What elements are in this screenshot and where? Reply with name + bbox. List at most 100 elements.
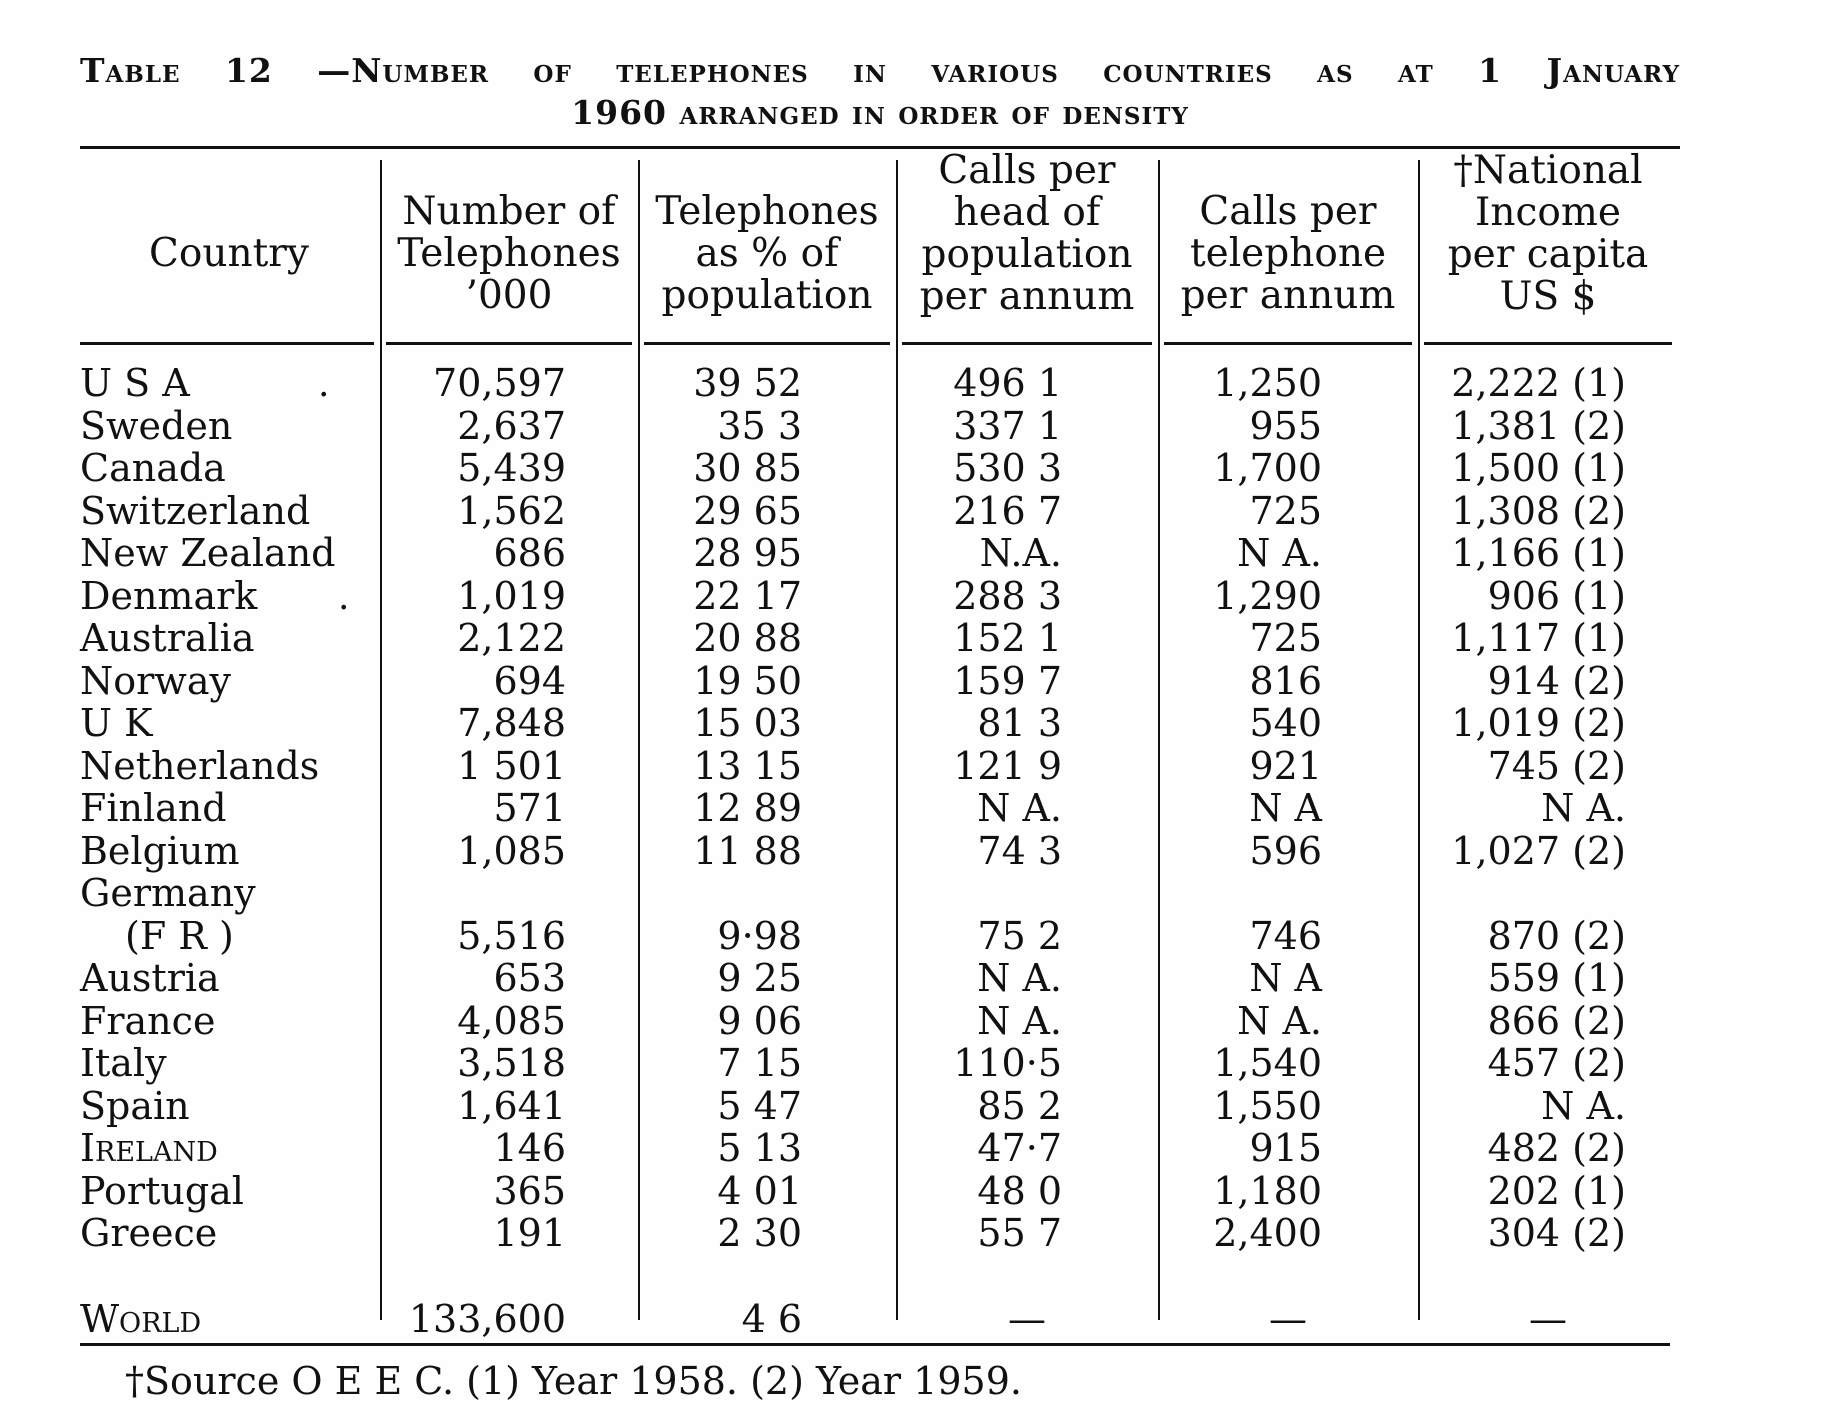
telephones-cell: 694 xyxy=(493,658,566,703)
leader-dot: . xyxy=(318,364,330,405)
calls-tel-cell: 955 xyxy=(1249,403,1322,448)
telephones-cell: 1 501 xyxy=(457,743,566,788)
pct-cell: 7 15 xyxy=(717,1041,802,1085)
top-rule xyxy=(80,146,1680,149)
caption-line-2: 1960 arranged in order of density xyxy=(571,93,1189,132)
calls-head-cell: N A. xyxy=(977,786,1062,830)
calls-head-cell: 85 2 xyxy=(977,1083,1062,1128)
calls-head-cell: N A. xyxy=(977,998,1062,1043)
calls-head-cell: N A. xyxy=(977,956,1062,1000)
telephones-cell: 3,518 xyxy=(457,1041,566,1085)
bottom-rule xyxy=(80,1343,1670,1346)
calls-head-cell: 48 0 xyxy=(977,1168,1062,1213)
calls-head-cell: 81 3 xyxy=(977,701,1062,745)
income-cell: 559 (1) xyxy=(1487,956,1626,1000)
calls-tel-cell: 1,250 xyxy=(1213,361,1322,405)
pct-cell: 9 25 xyxy=(717,956,802,1000)
column-header-line: per capita xyxy=(1447,232,1649,277)
country-cell: World xyxy=(80,1297,202,1341)
telephones-cell: 1,019 xyxy=(457,573,566,618)
pct-cell: 9 06 xyxy=(717,998,802,1043)
pct-cell: 35 3 xyxy=(717,403,802,448)
telephones-cell: 133,600 xyxy=(408,1297,566,1341)
telephones-cell: 1,085 xyxy=(457,828,566,873)
calls-tel-cell: 2,400 xyxy=(1213,1211,1322,1255)
column-header-line: population xyxy=(661,273,873,318)
calls-tel-cell: N A xyxy=(1249,956,1322,1000)
telephones-cell: 653 xyxy=(493,956,566,1000)
column-header-line: †National xyxy=(1453,148,1643,193)
pct-cell: 20 88 xyxy=(693,616,802,660)
telephones-cell: 5,516 xyxy=(457,913,566,958)
calls-tel-cell: 746 xyxy=(1249,913,1322,958)
income-cell: 906 (1) xyxy=(1487,573,1626,618)
telephones-cell: 146 xyxy=(493,1126,566,1170)
column-header-line: Country xyxy=(149,231,309,276)
column-header-line: per annum xyxy=(1180,273,1396,318)
calls-tel-cell: 921 xyxy=(1249,743,1322,788)
calls-tel-cell: 540 xyxy=(1249,701,1322,745)
pct-cell: 13 15 xyxy=(693,743,802,788)
income-cell: 1,027 (2) xyxy=(1451,828,1626,873)
column-header-line: Number of xyxy=(402,189,616,234)
column-header-line: Telephones xyxy=(655,189,879,234)
telephones-cell: 4,085 xyxy=(457,998,566,1043)
country-cell: Finland xyxy=(80,786,227,830)
income-cell: 1,117 (1) xyxy=(1451,616,1626,660)
income-cell: 1,381 (2) xyxy=(1451,403,1626,448)
calls-tel-cell: 816 xyxy=(1249,658,1322,703)
telephones-cell: 1,562 xyxy=(457,488,566,533)
pct-cell: 11 88 xyxy=(693,828,802,873)
pct-cell: 28 95 xyxy=(693,531,802,575)
country-cell: U K xyxy=(80,701,153,745)
pct-cell: 5 13 xyxy=(717,1126,802,1170)
pct-cell: 9·98 xyxy=(717,913,802,958)
pct-cell: 39 52 xyxy=(693,361,802,405)
income-cell: 1,308 (2) xyxy=(1451,488,1626,533)
country-cell: Italy xyxy=(80,1041,167,1085)
calls-tel-cell: 725 xyxy=(1249,616,1322,660)
income-cell: 1,019 (2) xyxy=(1451,701,1626,745)
calls-tel-cell: 1,550 xyxy=(1213,1083,1322,1128)
column-divider xyxy=(638,160,640,1320)
column-header: †National Income per capita US $ xyxy=(1420,150,1676,318)
calls-tel-cell: 596 xyxy=(1249,828,1322,873)
caption-line-1: Table 12 —Number of telephones in variou… xyxy=(80,51,1680,90)
column-header-line: per annum xyxy=(919,274,1135,319)
telephones-cell: 1,641 xyxy=(457,1083,566,1128)
income-cell: 457 (2) xyxy=(1487,1041,1626,1085)
country-cell: New Zealand xyxy=(80,531,336,575)
country-cell: France xyxy=(80,998,216,1043)
income-cell: 482 (2) xyxy=(1487,1126,1626,1170)
column-header-line: telephone xyxy=(1189,231,1387,276)
pct-cell: 4 6 xyxy=(741,1297,802,1341)
country-cell: Greece xyxy=(80,1211,218,1255)
calls-tel-cell: 1,180 xyxy=(1213,1168,1322,1213)
pct-cell: 15 03 xyxy=(693,701,802,745)
pct-cell: 2 30 xyxy=(717,1211,802,1255)
column-header-line: Income xyxy=(1475,190,1621,235)
country-cell: Sweden xyxy=(80,403,233,448)
column-header-line: population xyxy=(921,232,1133,277)
calls-tel-cell: — xyxy=(1269,1297,1307,1341)
column-header-line: Calls per xyxy=(938,148,1116,193)
telephones-cell: 686 xyxy=(493,531,566,575)
calls-head-cell: 121 9 xyxy=(953,743,1062,788)
header-underline xyxy=(386,342,632,345)
income-cell: 1,166 (1) xyxy=(1451,531,1626,575)
calls-head-cell: 530 3 xyxy=(953,446,1062,490)
calls-tel-cell: 725 xyxy=(1249,488,1322,533)
pct-cell: 29 65 xyxy=(693,488,802,533)
calls-tel-cell: 1,700 xyxy=(1213,446,1322,490)
country-cell: Austria xyxy=(80,956,220,1000)
calls-tel-cell: N A. xyxy=(1237,531,1322,575)
pct-cell: 30 85 xyxy=(693,446,802,490)
column-divider xyxy=(380,160,382,1320)
column-header-line: as % of xyxy=(695,231,839,276)
calls-tel-cell: 1,290 xyxy=(1213,573,1322,618)
country-cell: (F R ) xyxy=(125,913,234,958)
income-cell: 866 (2) xyxy=(1487,998,1626,1043)
pct-cell: 4 01 xyxy=(717,1168,802,1213)
calls-head-cell: 496 1 xyxy=(953,361,1062,405)
telephones-cell: 365 xyxy=(493,1168,566,1213)
